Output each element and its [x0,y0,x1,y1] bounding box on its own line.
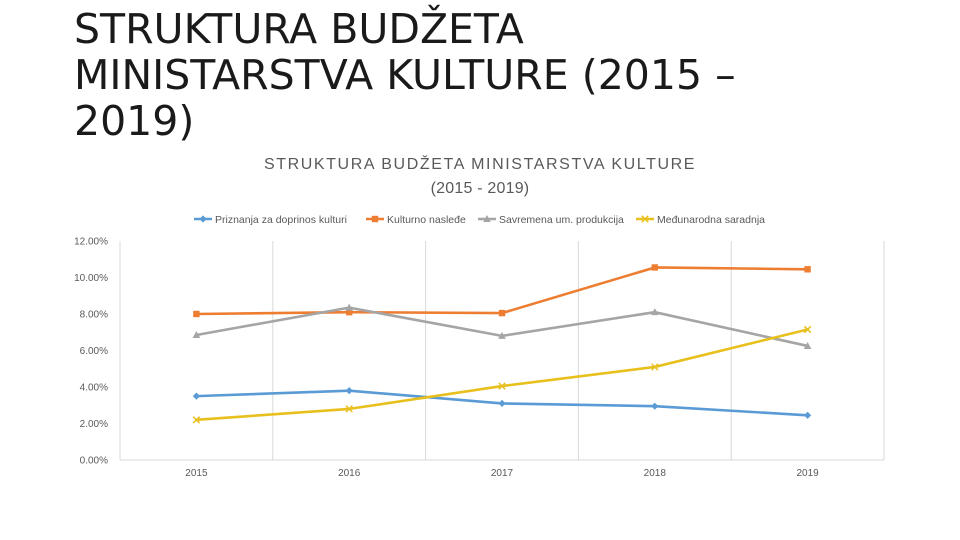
data-point [498,309,506,317]
data-point [651,264,658,271]
y-axis: 0.00% 2.00% 4.00% 6.00% 8.00% 10.00% 12.00% [74,237,108,467]
y-tick-label: 6.00% [80,346,108,357]
data-point [651,308,659,316]
legend-label: Savremena um. produkcija [499,214,624,226]
data-point [193,310,200,318]
plot-area [192,264,812,424]
chart-title: STRUKTURA BUDŽETA MINISTARSTVA KULTURE [263,156,697,173]
x-tick-label: 2016 [338,468,361,479]
data-point [498,382,506,390]
data-point [192,416,201,424]
x-axis: 2015 2016 2017 2018 2019 [185,468,819,479]
y-tick-label: 4.00% [80,383,108,394]
x-tick-label: 2017 [491,468,514,479]
data-point [651,402,659,410]
y-tick-label: 8.00% [80,310,108,321]
data-point [498,331,506,339]
legend-item: Međunarodna saradnja [636,214,765,226]
data-point [192,392,200,400]
data-point [651,363,659,371]
legend-marker [371,215,379,223]
chart-subtitle: (2015 - 2019) [430,180,530,197]
series-4 [192,325,812,424]
series-2 [193,264,811,318]
data-point [803,325,812,334]
x-tick-label: 2018 [644,468,667,479]
legend-marker [641,215,649,223]
legend-label: Priznanja za doprinos kulturi [215,214,347,226]
data-point [346,308,353,316]
data-point [192,330,201,338]
data-point [803,341,812,349]
series-3 [192,303,812,349]
data-point [345,405,353,413]
data-point [345,303,353,311]
series-line [195,266,809,316]
x-tick-label: 2015 [185,468,208,479]
legend-marker [199,215,207,223]
series-1 [192,387,812,419]
data-point [345,387,353,395]
legend-marker [483,215,491,222]
data-point [804,411,812,419]
y-tick-label: 2.00% [80,419,108,430]
legend-label: Međunarodna saradnja [657,214,765,226]
chart-grid [119,241,885,461]
y-tick-label: 10.00% [74,273,108,284]
legend-label: Kulturno nasleđe [387,214,466,226]
legend-item: Priznanja za doprinos kulturi [194,214,347,226]
chart-title-block: STRUKTURA BUDŽETA MINISTARSTVA KULTURE (… [200,153,760,201]
legend-item: Kulturno nasleđe [366,214,466,226]
data-point [804,266,811,273]
data-point [498,399,506,408]
legend-item: Savremena um. produkcija [478,214,624,226]
x-tick-label: 2019 [796,468,819,479]
slide-title: STRUKTURA BUDŽETA MINISTARSTVA KULTURE (… [74,5,736,145]
y-tick-label: 0.00% [80,456,108,467]
chart-legend: Priznanja za doprinos kulturi Kulturno na… [194,214,765,226]
y-tick-label: 12.00% [74,237,108,248]
